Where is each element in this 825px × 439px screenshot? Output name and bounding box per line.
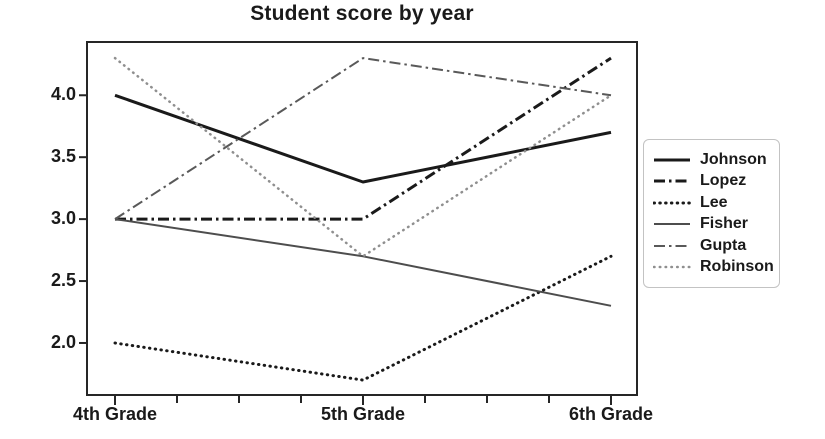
- chart-title: Student score by year: [250, 2, 474, 25]
- y-tick-label: 3.0: [50, 208, 76, 229]
- series-line-johnson: [114, 93, 612, 184]
- legend-item-lopez: Lopez: [653, 171, 769, 193]
- legend-label: Fisher: [700, 215, 749, 233]
- legend-line-sample-dotted: [653, 201, 691, 205]
- series-line-lee: [113, 254, 613, 382]
- series-line-fisher: [114, 218, 612, 307]
- x-tick-label: 6th Grade: [568, 404, 654, 424]
- legend: Johnson Lopez Lee Fisher Gupta Robinson: [643, 139, 780, 288]
- series-line-robinson: [113, 56, 613, 258]
- y-tick-label: 4.0: [50, 84, 76, 105]
- legend-label: Johnson: [700, 150, 767, 168]
- legend-line-sample-solid: [654, 158, 690, 162]
- legend-label: Lee: [700, 193, 728, 211]
- legend-line-sample-dashdot: [654, 179, 690, 183]
- y-tick-label: 2.0: [50, 331, 76, 352]
- legend-line-sample-dotted: [653, 266, 691, 269]
- legend-item-fisher: Fisher: [653, 214, 769, 236]
- legend-label: Lopez: [700, 172, 747, 190]
- legend-line-sample-dashdot: [654, 244, 690, 247]
- legend-item-gupta: Gupta: [653, 235, 769, 257]
- series-line-lopez: [115, 56, 612, 221]
- legend-item-robinson: Robinson: [653, 257, 774, 279]
- x-tick-label: 5th Grade: [320, 404, 406, 424]
- y-tick-label: 3.5: [50, 146, 76, 167]
- legend-label: Robinson: [700, 258, 774, 276]
- x-tick-label: 4th Grade: [72, 404, 158, 424]
- legend-label: Gupta: [700, 236, 747, 254]
- legend-item-lee: Lee: [653, 192, 769, 214]
- legend-item-johnson: Johnson: [653, 149, 769, 171]
- series-line-gupta: [114, 57, 612, 220]
- legend-line-sample-solid: [654, 223, 690, 226]
- y-tick-label: 2.5: [50, 270, 76, 291]
